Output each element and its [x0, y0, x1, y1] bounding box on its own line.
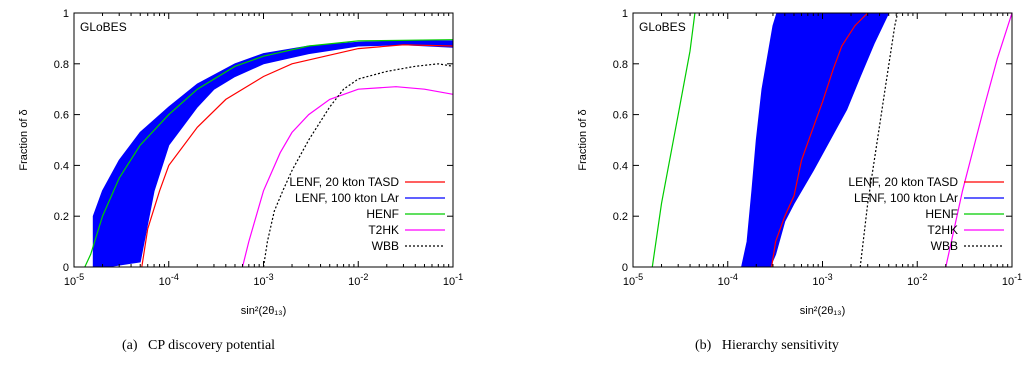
x-axis-label: sin²(2θ₁₃)	[241, 305, 286, 317]
x-axis-label: sin²(2θ₁₃)	[800, 305, 845, 317]
series-line-henf	[651, 13, 696, 267]
panel-a: 10-5 10-4 10-3 10-2 10-1 0 0.2 0.4 0.6 0.8 1 sin²(2…	[18, 8, 463, 317]
legend-label: WBB	[372, 239, 399, 253]
y-tick-label: 1	[63, 8, 69, 20]
caption-a: (a) CP discovery potential	[122, 338, 275, 354]
series-line-lenf-20-kton-tasd	[141, 44, 453, 267]
legend-label: T2HK	[368, 223, 399, 237]
y-tick-label: 0.8	[613, 59, 628, 71]
y-axis-label: Fraction of δ	[577, 109, 589, 170]
x-tick-label: 10-1	[1002, 272, 1022, 288]
x-tick-label: 10-5	[64, 272, 84, 288]
legend-label: T2HK	[927, 223, 958, 237]
panel-b: 10-5 10-4 10-3 10-2 10-1 0 0.2 0.4 0.6 0.8 1 sin²(2…	[577, 8, 1022, 317]
caption-b: (b) Hierarchy sensitivity	[695, 338, 839, 354]
legend-label: LENF, 100 kton LAr	[295, 191, 399, 205]
x-tick-label: 10-5	[623, 272, 643, 288]
series-line-lenf-20-kton-tasd	[771, 13, 869, 267]
legend-label: LENF, 20 kton TASD	[848, 175, 958, 189]
caption-a-text: CP discovery potential	[148, 338, 276, 353]
globes-watermark: GLoBES	[639, 20, 686, 34]
legend-label: HENF	[366, 207, 399, 221]
band-lenf-100kton-lar	[92, 40, 453, 267]
y-tick-label: 0.6	[54, 110, 69, 122]
legend-label: HENF	[925, 207, 958, 221]
x-tick-label: 10-1	[443, 272, 463, 288]
series-line-t2hk	[241, 86, 453, 267]
series-line-wbb	[859, 13, 899, 267]
caption-b-text: Hierarchy sensitivity	[721, 338, 839, 353]
series-line-t2hk	[945, 13, 1012, 267]
y-tick-label: 0.2	[613, 211, 628, 223]
x-tick-label: 10-3	[812, 272, 832, 288]
y-tick-label: 0.4	[54, 160, 69, 172]
y-tick-label: 0.6	[613, 110, 628, 122]
x-tick-label: 10-4	[718, 272, 738, 288]
y-tick-label: 0	[622, 262, 628, 274]
legend-label: LENF, 20 kton TASD	[289, 175, 399, 189]
legend-label: LENF, 100 kton LAr	[854, 191, 958, 205]
x-tick-label: 10-4	[159, 272, 179, 288]
legend-label: WBB	[931, 239, 958, 253]
y-tick-label: 0.4	[613, 160, 628, 172]
caption-a-label: (a)	[122, 338, 138, 353]
band-lenf-100kton-lar	[741, 13, 890, 267]
y-tick-label: 0.8	[54, 59, 69, 71]
y-tick-label: 0	[63, 262, 69, 274]
caption-b-label: (b)	[695, 338, 712, 353]
y-axis-label: Fraction of δ	[18, 109, 30, 170]
y-tick-label: 0.2	[54, 211, 69, 223]
x-tick-label: 10-2	[907, 272, 927, 288]
globes-watermark: GLoBES	[80, 20, 127, 34]
series-line-henf	[84, 39, 453, 267]
series-line-wbb	[262, 63, 453, 267]
x-tick-label: 10-3	[253, 272, 273, 288]
x-tick-label: 10-2	[348, 272, 368, 288]
y-tick-label: 1	[622, 8, 628, 20]
